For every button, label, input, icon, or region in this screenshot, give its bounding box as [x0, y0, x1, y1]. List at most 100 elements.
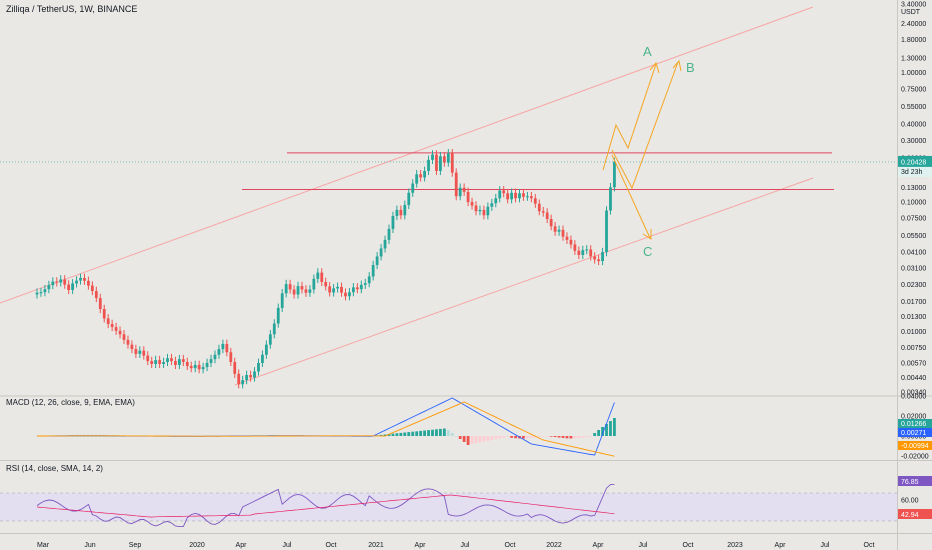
candle-body [150, 361, 154, 364]
candle-body [557, 229, 561, 232]
candle-body [272, 323, 276, 335]
candle-body [514, 192, 517, 199]
candle-body [589, 249, 593, 257]
candle-body [526, 196, 529, 198]
rsi-ma-line [36, 494, 615, 518]
target-label-a: A [643, 44, 652, 59]
candle-body [181, 359, 185, 363]
candle-body [166, 358, 169, 363]
candle-body [506, 193, 510, 200]
candle-body [130, 344, 134, 350]
candle-body [375, 256, 379, 266]
candle-body [134, 349, 138, 354]
candle-body [427, 159, 430, 171]
macd-histogram-bar [446, 430, 450, 436]
time-tick-label: Jul [821, 542, 830, 549]
candle-body [597, 259, 601, 262]
price-tick-label: 0.01000 [901, 329, 926, 336]
time-tick-label: Apr [593, 542, 605, 549]
candle-body [490, 203, 494, 207]
candle-body [264, 344, 268, 355]
candle-body [581, 250, 585, 255]
macd-histogram-bar [589, 436, 593, 437]
candle-body [340, 286, 343, 293]
candle-body [79, 277, 82, 281]
macd-histogram-bar [569, 436, 573, 439]
macd-histogram-bar [502, 436, 506, 438]
candle-body [609, 187, 612, 211]
rsi-line [36, 484, 615, 528]
time-tick-label: Apr [236, 542, 248, 549]
candle-body [522, 193, 525, 197]
macd-histogram-bar [391, 433, 395, 436]
candle-body [280, 293, 284, 308]
macd-histogram-bar [450, 433, 454, 436]
candle-body [435, 154, 438, 171]
target-label-b: B [686, 60, 695, 75]
price-tick-label: 0.13000 [901, 185, 926, 192]
time-tick-label: Oct [683, 542, 694, 549]
candle-body [63, 279, 67, 285]
macd-histogram-bar [431, 429, 434, 436]
target-label-c: C [643, 244, 652, 259]
price-tick-label: 0.04100 [901, 250, 926, 257]
macd-histogram-bar [466, 436, 470, 445]
candle-body [83, 277, 86, 281]
macd-histogram-bar [510, 436, 513, 438]
price-tick-label: 0.75000 [901, 86, 926, 93]
candle-body [533, 198, 537, 204]
macd-histogram-bar [470, 436, 474, 444]
candle-body [90, 285, 94, 292]
candle-body [245, 375, 249, 381]
macd-histogram-bar [439, 428, 442, 436]
candle-body [237, 373, 241, 385]
macd-histogram-bar [411, 431, 415, 436]
candle-body [371, 265, 375, 277]
candle-body [106, 318, 110, 325]
candle-body [154, 360, 158, 364]
price-tick-label: 0.03100 [901, 265, 926, 272]
macd-histogram-bar [541, 436, 545, 437]
time-tick-label: Jul [461, 542, 470, 549]
candle-body [553, 226, 557, 232]
candle-body [185, 362, 189, 367]
candle-body [573, 244, 577, 251]
macd-line-badge [898, 428, 932, 437]
candle-body [494, 198, 498, 204]
candle-body [332, 288, 336, 293]
time-tick-label: Jul [283, 542, 292, 549]
macd-histogram-bar [427, 430, 430, 436]
macd-hist-badge [898, 419, 932, 428]
macd-tick-label: -0.02000 [901, 454, 929, 461]
candle-body [486, 206, 490, 216]
channel-upper-line [0, 6, 814, 304]
candle-body [462, 187, 466, 192]
candle-body [419, 174, 423, 178]
rsi-badge-value: 76.85 [901, 479, 919, 486]
candle-body [47, 285, 51, 290]
candle-body [541, 211, 545, 213]
signal-badge-value: 0.00271 [901, 430, 926, 437]
price-tick-label: 0.30000 [901, 138, 926, 145]
macd-histogram-bar [545, 436, 549, 437]
macd-tick-label: 0.02000 [901, 414, 926, 421]
channel-lower-line [234, 177, 814, 386]
macd-histogram-bar [454, 436, 458, 437]
candle-body [316, 272, 320, 279]
candle-body [300, 286, 304, 290]
macd-histogram-bar [482, 436, 486, 442]
candle-body [352, 287, 355, 293]
candle-body [114, 327, 118, 331]
arrowhead-c [642, 229, 652, 240]
candle-body [344, 292, 347, 297]
candle-body [276, 307, 280, 324]
countdown-badge [898, 166, 932, 177]
macd-histogram-bar [506, 436, 510, 437]
candle-body [201, 367, 205, 370]
candle-body [545, 212, 549, 219]
candle-body [249, 375, 252, 378]
candle-body [51, 281, 55, 286]
candle-body [71, 283, 74, 290]
candle-body [423, 170, 426, 178]
